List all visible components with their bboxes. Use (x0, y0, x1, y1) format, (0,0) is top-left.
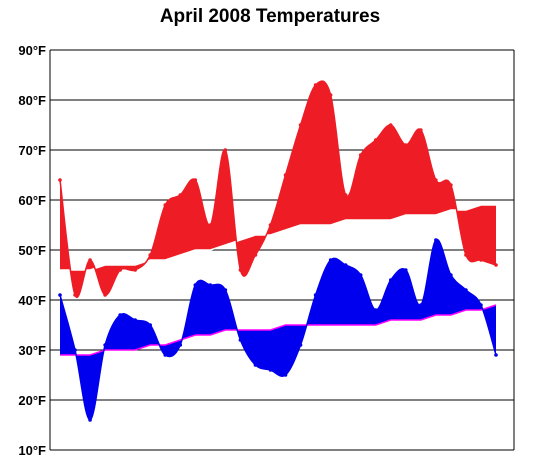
actual-high-point-6 (133, 268, 137, 272)
chart-title: April 2008 Temperatures (159, 6, 381, 27)
y-tick-label-20: 20°F (18, 393, 46, 408)
actual-low-point-22 (373, 308, 378, 312)
actual-low-point-11 (208, 283, 213, 287)
actual-low-point-29 (479, 303, 483, 307)
actual-low-point-4 (103, 343, 107, 347)
area-layer (60, 81, 496, 421)
actual-high-point-10 (193, 178, 198, 182)
normal-low-line (60, 304, 497, 356)
actual-low-point-5 (118, 313, 122, 317)
actual-high-point-16 (283, 173, 288, 177)
low-temperature-area (60, 239, 496, 421)
actual-high-point-25 (419, 128, 423, 132)
actual-low-point-3 (88, 418, 92, 422)
actual-high-point-14 (253, 253, 258, 257)
y-tick-label-30: 30°F (18, 343, 46, 358)
actual-low-point-2 (73, 348, 77, 352)
actual-high-point-5 (118, 268, 122, 272)
y-tick-label-40: 40°F (18, 293, 46, 308)
actual-low-point-27 (449, 273, 453, 277)
actual-low-point-13 (238, 338, 243, 342)
actual-high-point-27 (449, 183, 453, 187)
actual-high-point-20 (343, 193, 348, 197)
actual-low-point-18 (313, 293, 318, 297)
actual-low-point-26 (434, 238, 438, 242)
actual-high-point-1 (58, 178, 62, 182)
actual-low-point-30 (494, 353, 498, 357)
actual-low-point-25 (419, 303, 423, 307)
actual-high-point-18 (313, 83, 318, 87)
actual-low-line (59, 238, 497, 421)
actual-high-point-19 (328, 93, 333, 97)
axis-layer: 10°F 20°F 30°F 40°F 50°F 60°F 70°F 80°F 90°F (18, 43, 515, 458)
actual-low-point-20 (343, 263, 348, 267)
actual-low-point-7 (148, 323, 153, 327)
actual-high-point-4 (103, 293, 107, 297)
actual-high-point-28 (464, 253, 468, 257)
actual-low-point-17 (298, 343, 303, 347)
marker-layer (58, 83, 498, 422)
y-tick-label-60: 60°F (18, 193, 46, 208)
y-tick-label-80: 80°F (18, 93, 46, 108)
actual-high-point-12 (223, 148, 228, 152)
high-temperature-area (60, 81, 496, 298)
actual-low-point-8 (163, 353, 168, 357)
actual-low-point-19 (328, 258, 333, 262)
actual-high-point-11 (208, 223, 213, 227)
y-tick-label-90: 90°F (18, 43, 46, 58)
actual-high-point-8 (163, 203, 168, 207)
actual-high-point-22 (373, 138, 378, 142)
actual-low-point-6 (133, 318, 137, 322)
actual-low-point-16 (283, 373, 288, 377)
actual-low-point-28 (464, 288, 468, 292)
actual-high-point-24 (403, 143, 408, 147)
actual-low-point-15 (268, 368, 273, 372)
actual-high-point-3 (88, 258, 92, 262)
actual-high-point-23 (388, 123, 393, 127)
actual-high-point-13 (238, 268, 243, 272)
actual-high-point-21 (358, 153, 363, 157)
actual-low-point-9 (178, 343, 183, 347)
actual-low-point-1 (58, 293, 62, 297)
actual-high-point-7 (148, 253, 153, 257)
y-tick-label-50: 50°F (18, 243, 46, 258)
actual-low-point-10 (193, 283, 198, 287)
actual-high-point-2 (73, 293, 77, 297)
normal-high-line (60, 204, 496, 271)
actual-high-point-15 (268, 223, 273, 227)
actual-low-point-24 (403, 268, 408, 272)
actual-low-point-12 (223, 288, 228, 292)
actual-high-point-9 (178, 193, 183, 197)
actual-high-point-17 (298, 123, 303, 127)
actual-high-point-29 (479, 258, 483, 262)
actual-low-point-23 (388, 278, 393, 282)
actual-high-point-26 (434, 178, 438, 182)
actual-high-point-30 (494, 263, 498, 267)
actual-low-point-21 (358, 273, 363, 277)
actual-low-point-14 (253, 363, 258, 367)
y-tick-label-70: 70°F (18, 143, 46, 158)
y-tick-label-10: 10°F (18, 443, 46, 458)
